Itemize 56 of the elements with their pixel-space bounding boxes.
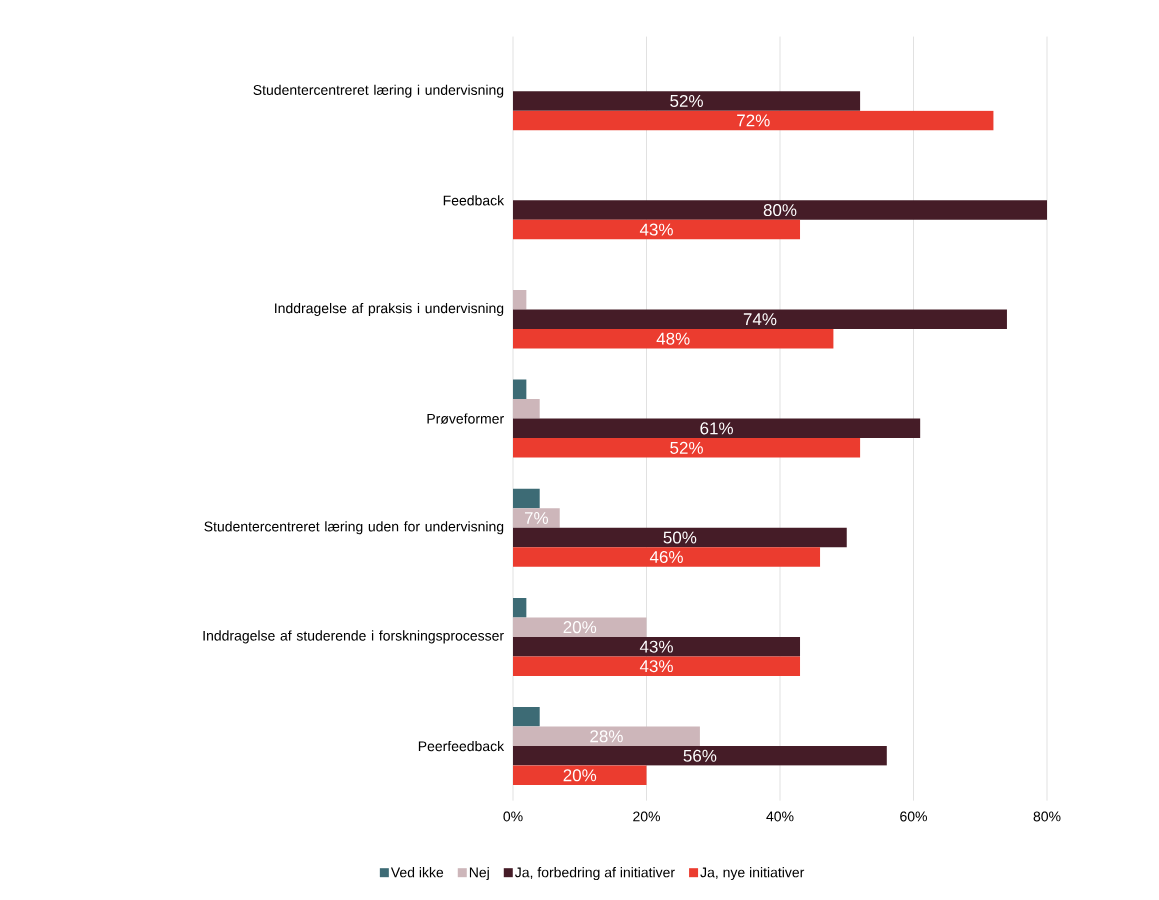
- bar: [513, 328, 834, 349]
- y-tick-label: Inddragelse af studerende i forskningsprocesser: [203, 630, 504, 644]
- bar: [513, 488, 540, 509]
- data-label: 48%: [656, 332, 690, 345]
- bar: [513, 438, 861, 458]
- data-label: 20%: [563, 621, 597, 634]
- bar: [513, 379, 527, 400]
- x-tick-label: 40%: [766, 811, 794, 822]
- bar: [513, 309, 1007, 329]
- bar: [513, 726, 700, 747]
- legend-label: Ved ikke: [390, 867, 444, 878]
- data-label: 28%: [590, 730, 623, 743]
- bar: [513, 617, 647, 637]
- x-tick-label: 60%: [900, 811, 928, 822]
- y-tick-label: Inddragelse af praksis i undervisning: [275, 302, 504, 316]
- data-label: 52%: [670, 441, 703, 454]
- bar: [513, 110, 994, 131]
- data-label: 74%: [743, 313, 777, 326]
- x-tick-label: 20%: [633, 811, 661, 822]
- bar: [513, 219, 801, 240]
- data-label: 61%: [700, 422, 733, 435]
- data-label: 56%: [683, 749, 717, 762]
- y-tick-label: Studentercentreret læring uden for undervisning: [204, 521, 504, 535]
- bar: [513, 765, 647, 786]
- y-tick-label: Feedback: [443, 195, 505, 206]
- legend-label: Nej: [469, 867, 489, 881]
- y-tick-label: Prøveformer: [427, 413, 504, 424]
- legend-label: Ja, nye initiativer: [700, 867, 805, 881]
- data-label: 46%: [649, 550, 683, 564]
- data-label: 80%: [763, 204, 797, 217]
- bar: [513, 746, 887, 766]
- data-label: 43%: [639, 660, 673, 673]
- data-label: 43%: [639, 640, 673, 653]
- data-label: 7%: [524, 512, 549, 524]
- data-label: 50%: [663, 531, 697, 544]
- bar: [513, 527, 847, 548]
- bar: [513, 597, 527, 618]
- data-label: 43%: [639, 223, 673, 236]
- data-label: 72%: [737, 114, 770, 127]
- bar: [513, 508, 560, 528]
- bar: [513, 200, 1047, 220]
- bar: [513, 289, 527, 310]
- bar: [513, 418, 921, 439]
- x-tick-label: 0%: [503, 811, 523, 822]
- data-label: 20%: [563, 769, 597, 782]
- y-tick-label: Peerfeedback: [418, 740, 505, 752]
- bar: [513, 656, 801, 676]
- bar: [513, 707, 540, 727]
- data-label: 52%: [670, 94, 703, 107]
- bar: [513, 91, 861, 111]
- x-tick-label: 80%: [1033, 811, 1061, 822]
- bar: [513, 399, 540, 419]
- bar: [513, 636, 801, 657]
- y-tick-label: Studentercentreret læring i undervisning: [253, 84, 504, 98]
- legend-label: Ja, forbedring af initiativer: [514, 867, 675, 881]
- bar: [513, 547, 821, 567]
